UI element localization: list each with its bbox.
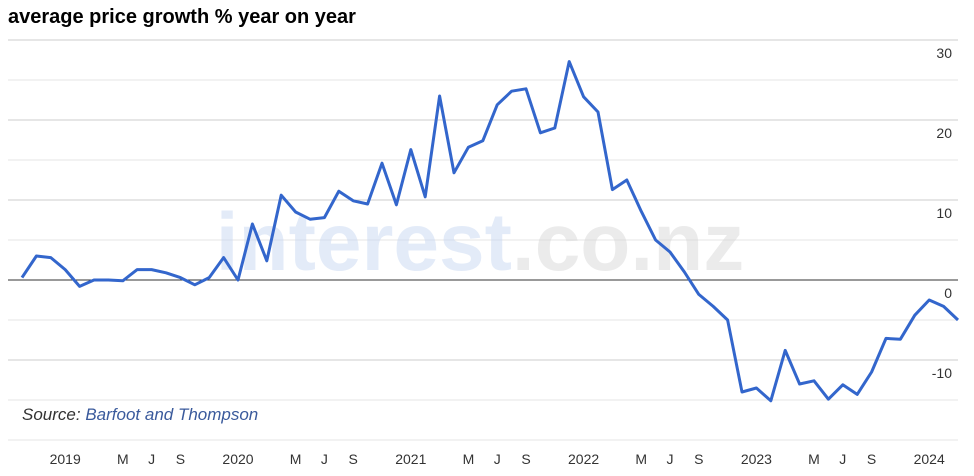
- x-tick-label: M: [808, 451, 820, 467]
- x-tick-label: M: [117, 451, 129, 467]
- y-tick-label: 0: [944, 285, 952, 301]
- y-tick-label: 30: [936, 45, 952, 61]
- x-tick-label: S: [867, 451, 876, 467]
- x-tick-label: J: [321, 451, 328, 467]
- x-tick-label: J: [494, 451, 501, 467]
- x-tick-label: S: [521, 451, 530, 467]
- x-tick-label: J: [667, 451, 674, 467]
- watermark: interest.co.nz: [216, 197, 745, 288]
- watermark-main: interest: [216, 197, 512, 288]
- x-tick-label: J: [839, 451, 846, 467]
- x-tick-label: M: [463, 451, 475, 467]
- x-tick-label: S: [176, 451, 185, 467]
- x-tick-label: M: [290, 451, 302, 467]
- source-name: Barfoot and Thompson: [85, 405, 258, 424]
- y-tick-label: 20: [936, 125, 952, 141]
- y-tick-label: -10: [932, 365, 952, 381]
- x-tick-label: 2020: [222, 451, 253, 467]
- watermark-domain: .co.nz: [512, 197, 744, 288]
- x-tick-label: S: [694, 451, 703, 467]
- x-tick-label: J: [148, 451, 155, 467]
- x-tick-label: 2022: [568, 451, 599, 467]
- x-tick-label: 2023: [741, 451, 772, 467]
- chart-title: average price growth % year on year: [8, 6, 356, 28]
- data-line: [20, 60, 960, 403]
- x-tick-label: M: [635, 451, 647, 467]
- y-tick-label: 10: [936, 205, 952, 221]
- x-tick-label: 2019: [50, 451, 81, 467]
- source-label: Source:: [22, 405, 81, 424]
- source: Source: Barfoot and Thompson: [22, 405, 258, 424]
- x-tick-label: S: [349, 451, 358, 467]
- x-tick-label: 2021: [395, 451, 426, 467]
- x-tick-label: 2024: [914, 451, 945, 467]
